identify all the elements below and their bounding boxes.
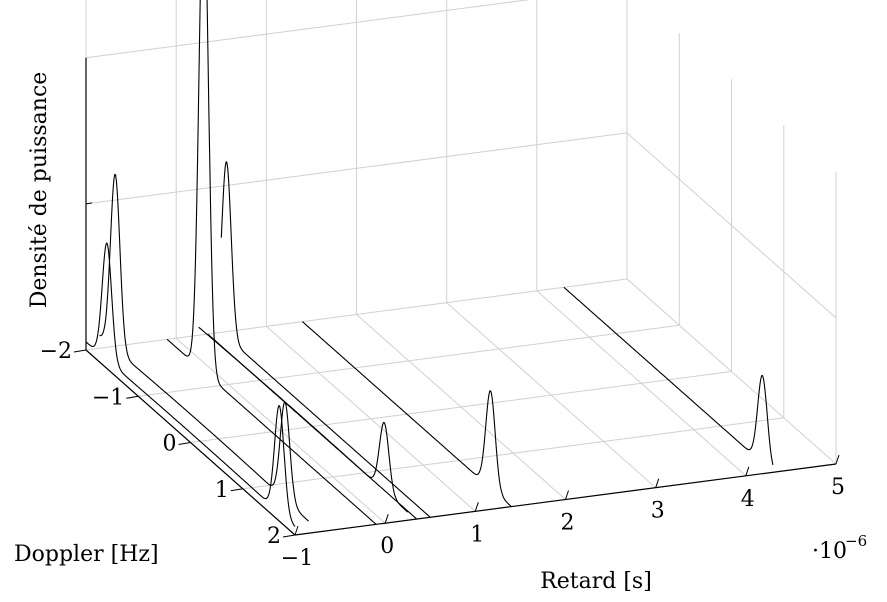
y-axis-label: Doppler [Hz] (14, 542, 159, 567)
grid-line (85, 278, 628, 351)
x-tick-label: 1 (470, 522, 484, 547)
y-tick (282, 534, 296, 538)
grid-line (138, 324, 680, 397)
x-tick-label: −1 (281, 546, 313, 571)
series-curve (220, 161, 431, 518)
y-tick-label: −1 (92, 385, 124, 410)
series-curve (302, 321, 512, 508)
z-tick (85, 202, 93, 205)
y-tick-label: 2 (267, 524, 281, 549)
y-tick (126, 395, 139, 399)
y-tick (73, 349, 87, 353)
series-curve (99, 173, 309, 522)
x-tick (835, 454, 840, 465)
labels: −1 0 1 2 3 4 5 −2 −1 0 1 2 Retard [s] Doppler [Hz] Den… (14, 72, 867, 594)
x-tick-label: 0 (380, 534, 394, 559)
grid-line (85, 0, 531, 59)
x-tick-label: 5 (831, 475, 845, 500)
x-multiplier-label: ·10 (812, 539, 847, 564)
grid-line (242, 417, 784, 490)
y-tick-label: 0 (163, 432, 177, 457)
series-curve (166, 0, 377, 525)
z-axis-label: Densité de puissance (27, 72, 52, 309)
x-tick-label: 3 (651, 499, 665, 524)
y-tick-label: −2 (40, 339, 72, 364)
axes (73, 57, 840, 538)
grid-line (626, 132, 837, 319)
y-tick (178, 442, 191, 445)
x-tick (384, 514, 389, 524)
x-tick (745, 466, 750, 476)
x-tick-label: 4 (741, 487, 755, 512)
x-tick (655, 478, 660, 488)
x-tick (565, 490, 569, 500)
grid-line (85, 132, 628, 205)
series-curve (563, 286, 774, 466)
x-multiplier-exponent: −6 (845, 532, 867, 550)
series-curve (85, 242, 296, 527)
x-tick (474, 502, 479, 512)
x-axis-label: Retard [s] (540, 569, 652, 594)
x-tick-label: 2 (561, 511, 575, 536)
y-tick (230, 488, 243, 492)
series-curves (85, 0, 774, 527)
x-tick (294, 525, 299, 536)
y-tick-label: 1 (215, 478, 229, 503)
series-curve (198, 326, 409, 513)
